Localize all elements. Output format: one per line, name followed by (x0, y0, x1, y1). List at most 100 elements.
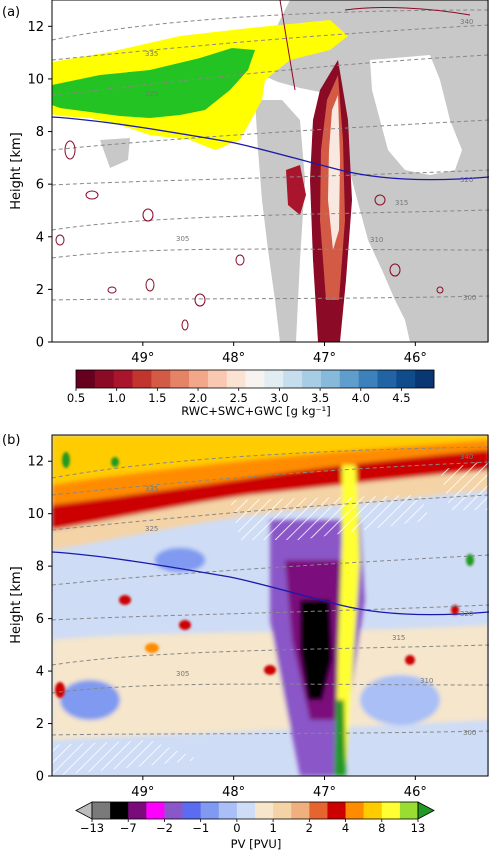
panel-a-colorbar: 0.5 1.0 1.5 2.0 2.5 3.0 3.5 4.0 4.5 (67, 369, 435, 405)
colorbar-tick-label: 2.5 (230, 391, 248, 405)
theta-contour (52, 209, 489, 231)
panel-a-tropopause (52, 116, 489, 181)
colorbar-tick-label: 8 (378, 821, 385, 835)
pv-blob (62, 452, 70, 468)
y-tick-label: 0 (36, 336, 44, 351)
pv-blob (264, 665, 276, 675)
colorbar-swatch (245, 370, 265, 388)
panel-a-ylabel: Height [km] (9, 132, 24, 209)
theta-contour (52, 446, 489, 479)
x-tick-label: 47° (313, 351, 336, 366)
y-tick-label: 8 (36, 560, 44, 575)
colorbar-swatch (164, 802, 183, 819)
x-tick-label: 49° (131, 785, 154, 800)
x-tick-label: 47° (313, 785, 336, 800)
contour-label: 315 (395, 199, 408, 207)
contour-label: 335 (145, 485, 158, 493)
pv-blob (179, 620, 191, 630)
panel-a-cloud-grey-clear (370, 55, 462, 175)
colorbar-swatch (396, 370, 416, 388)
colorbar-tick-label: 2 (306, 821, 313, 835)
colorbar-swatch (358, 370, 378, 388)
colorbar-extend-low (75, 801, 93, 820)
precip-contour (64, 140, 76, 160)
y-tick-label: 4 (36, 230, 44, 245)
colorbar-tick-label: −2 (156, 821, 173, 835)
theta-contour (52, 461, 489, 496)
colorbar-swatch (110, 802, 129, 819)
colorbar-frame (75, 369, 435, 389)
colorbar-tick-label: 0.5 (67, 391, 85, 405)
contour-label: 305 (176, 670, 189, 678)
colorbar-swatch (226, 370, 246, 388)
contour-label: 320 (460, 176, 473, 184)
colorbar-swatch (200, 802, 220, 819)
pv-blob (145, 643, 159, 653)
colorbar-swatch (151, 370, 171, 388)
colorbar-swatch (189, 370, 209, 388)
colorbar-swatch (327, 802, 346, 819)
theta-contour (52, 494, 489, 531)
precip-contour (389, 263, 401, 277)
precip-contour (85, 190, 99, 200)
theta-contour (52, 119, 489, 151)
y-tick-label: 8 (36, 125, 44, 140)
colorbar-swatch (264, 370, 284, 388)
theta-contour (52, 295, 489, 301)
panel-a-cloud-grey-lower (255, 100, 305, 342)
colorbar-tick-label: 1.0 (108, 391, 126, 405)
colorbar-tick-label: 0 (233, 821, 240, 835)
colorbar-swatch (92, 802, 111, 819)
precip-contour (279, 0, 296, 91)
x-tick-label: 46° (404, 351, 427, 366)
colorbar-extend-high (417, 801, 435, 820)
panel-b-plot: 340 335 325 320 315 310 305 300 (52, 435, 489, 776)
contour-label: 300 (463, 729, 476, 737)
contour-label: 310 (420, 677, 433, 685)
precip-contour (107, 286, 117, 294)
panel-a-frame (51, 0, 489, 343)
colorbar-swatch (255, 802, 274, 819)
contour-label: 325 (145, 525, 158, 533)
pv-blob (111, 457, 119, 467)
y-tick-label: 4 (36, 665, 44, 680)
theta-contour (52, 248, 489, 259)
colorbar-tick-label: 13 (411, 821, 426, 835)
panel-b-colorbar-label: PV [PVU] (231, 837, 282, 850)
panel-a-cloud-grey-patch (100, 138, 130, 168)
precip-contour (181, 319, 189, 331)
contour-label: 325 (145, 90, 158, 98)
contour-label: 315 (392, 634, 405, 642)
pv-hatch-upper (230, 495, 430, 540)
colorbar-tick-label: 3.0 (270, 391, 288, 405)
panel-b-frame (51, 434, 489, 777)
theta-contour (52, 54, 489, 96)
precip-contour (145, 278, 155, 292)
colorbar-swatch (207, 370, 228, 388)
colorbar-swatch (339, 370, 360, 388)
theta-contour (52, 24, 489, 61)
contour-label: 340 (460, 18, 473, 26)
precip-contour (436, 286, 444, 294)
theta-contour (52, 169, 489, 186)
contour-label: 320 (460, 610, 473, 618)
x-tick-label: 48° (222, 785, 245, 800)
theta-contour (52, 9, 489, 41)
x-tick-label: 49° (131, 351, 154, 366)
colorbar-swatch (291, 802, 310, 819)
x-tick-label: 48° (222, 351, 245, 366)
contour-label: 340 (460, 453, 473, 461)
pv-blob (466, 554, 474, 566)
theta-contour (52, 644, 489, 666)
colorbar-swatch (94, 370, 115, 388)
y-tick-label: 2 (36, 283, 44, 298)
colorbar-swatch (345, 802, 364, 819)
panel-b-ylabel: Height [km] (9, 566, 24, 643)
precip-contour (194, 293, 206, 307)
colorbar-swatch (320, 370, 341, 388)
colorbar-swatch (309, 802, 328, 819)
pv-negative-patch (360, 675, 440, 725)
pv-convection-yellow (335, 465, 360, 776)
colorbar-frame (91, 801, 419, 820)
